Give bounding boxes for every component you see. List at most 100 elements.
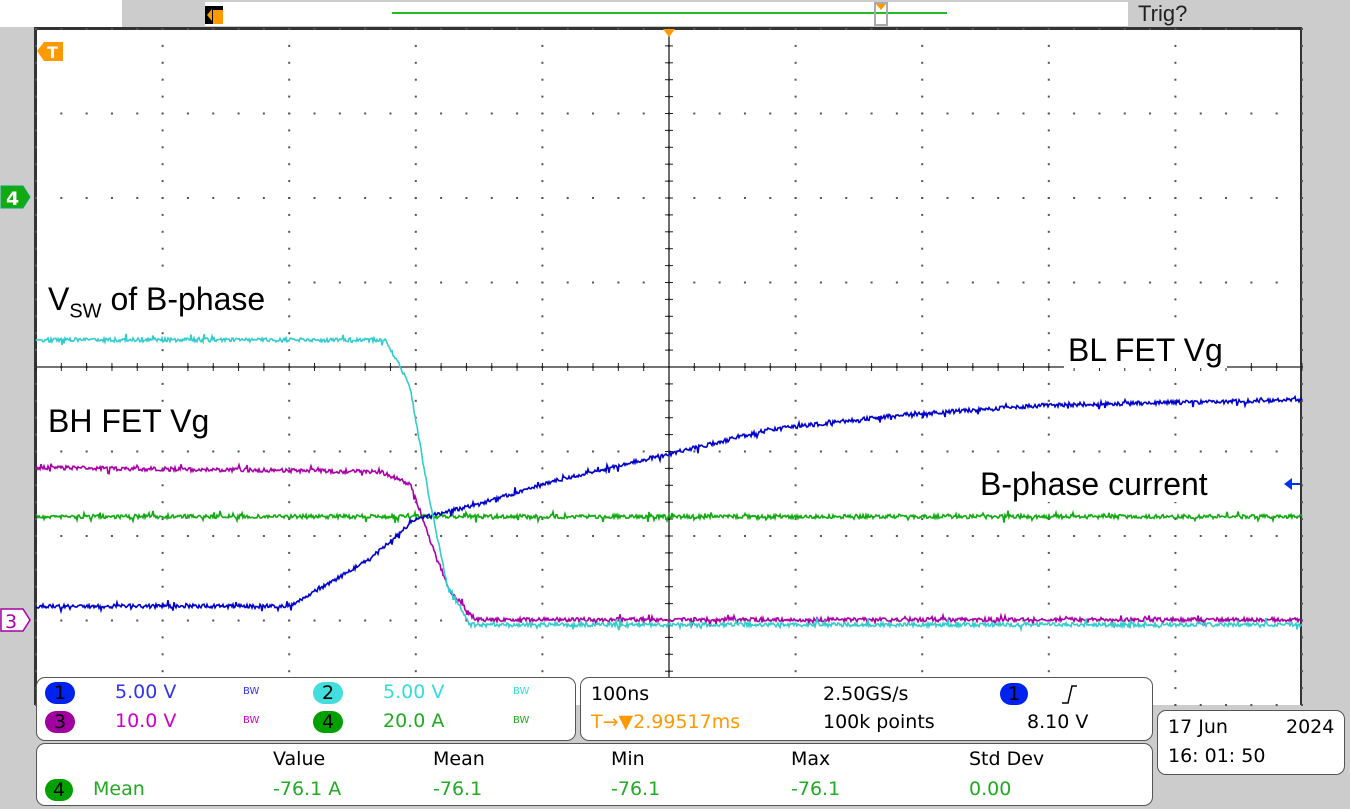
grid-dot [743, 535, 746, 537]
meas-header-std-dev: Std Dev [969, 748, 1045, 770]
grid-dot [414, 551, 417, 554]
grid-dot [1047, 163, 1050, 166]
grid-dot [1225, 704, 1228, 706]
grid-dot [617, 112, 620, 115]
grid-dot [1301, 551, 1303, 554]
trigger-delay[interactable]: T→▼2.99517ms [591, 711, 741, 733]
grid-dot [364, 619, 367, 622]
grid-dot [186, 28, 189, 30]
grid-dot [414, 197, 417, 199]
channel-3-badge[interactable]: 3 [45, 711, 75, 733]
grid-dot [921, 315, 924, 318]
channel-2-badge[interactable]: 2 [313, 682, 343, 704]
grid-dot [60, 535, 63, 537]
grid-dot [161, 535, 164, 537]
timebase-panel[interactable]: 100ns T→▼2.99517ms 2.50GS/s 100k points … [580, 677, 1153, 741]
trigger-level[interactable]: 8.10 V [1027, 711, 1089, 733]
grid-dot [389, 450, 392, 453]
grid-dot [161, 382, 164, 385]
grid-dot [1047, 213, 1050, 216]
grid-dot [414, 180, 417, 183]
view-window-bracket [874, 2, 888, 26]
grid-dot [364, 535, 367, 537]
grid-dot [414, 315, 417, 318]
grid-dot [262, 450, 265, 453]
grid-dot [1047, 180, 1050, 183]
channel-3-scale[interactable]: 10.0 V [115, 710, 177, 732]
grid-dot [288, 298, 291, 301]
grid-dot [1149, 28, 1152, 30]
sample-rate: 2.50GS/s [823, 683, 909, 705]
channel-4-badge[interactable]: 4 [313, 711, 343, 733]
channel-2-scale[interactable]: 5.00 V [383, 681, 445, 703]
grid-dot [338, 281, 341, 284]
grid-dot [414, 501, 417, 504]
grid-dot [60, 28, 63, 30]
grid-dot [1301, 602, 1303, 605]
grid-dot [288, 670, 291, 673]
grid-dot [971, 197, 974, 199]
grid-dot [35, 129, 37, 132]
grid-dot [566, 281, 569, 284]
grid-dot [1174, 230, 1177, 233]
grid-dot [921, 332, 924, 335]
grid-dot [1301, 467, 1303, 470]
grid-dot [769, 112, 772, 115]
time-per-div[interactable]: 100ns [591, 683, 650, 705]
grid-dot [1047, 61, 1050, 64]
grid-dot [845, 112, 848, 115]
grid-dot [1301, 585, 1303, 588]
grid-dot [1174, 585, 1177, 588]
grid-dot [1073, 197, 1076, 199]
grid-dot [718, 197, 721, 199]
channel-4-ground-marker-icon [0, 185, 31, 209]
channel-4-ground-label: 4 [6, 188, 19, 210]
channel-settings-panel: 1 5.00 V BW 2 5.00 V BW 3 10.0 V BW 4 20… [36, 677, 576, 741]
grid-dot [1301, 518, 1303, 521]
trace-channel-4 [35, 508, 1303, 525]
grid-dot [794, 568, 797, 571]
grid-dot [161, 450, 164, 453]
grid-dot [35, 61, 37, 64]
grid-dot [592, 197, 595, 199]
annotation-bh-fet-vg: BH FET Vg [44, 403, 214, 439]
grid-dot [161, 332, 164, 335]
channel-1-badge[interactable]: 1 [45, 682, 75, 704]
grid-dot [161, 28, 164, 30]
grid-dot [1275, 535, 1278, 537]
grid-dot [1047, 44, 1050, 47]
grid-dot [338, 450, 341, 453]
meas-channel-4-badge[interactable]: 4 [45, 779, 73, 801]
channel-4-scale[interactable]: 20.0 A [383, 710, 445, 732]
grid-dot [161, 129, 164, 132]
grid-dot [110, 197, 113, 199]
rising-edge-icon [1062, 685, 1077, 704]
grid-dot [1301, 484, 1303, 487]
grid-dot [262, 28, 265, 30]
grid-dot [592, 28, 595, 30]
meas-header-min: Min [611, 748, 645, 770]
grid-dot [743, 450, 746, 453]
grid-dot [845, 281, 848, 284]
grid-dot [971, 450, 974, 453]
grid-dot [592, 112, 595, 115]
grid-dot [1047, 129, 1050, 132]
grid-dot [1174, 129, 1177, 132]
grid-dot [288, 213, 291, 216]
grid-dot [1047, 670, 1050, 673]
grid-dot [592, 281, 595, 284]
grid-dot [1225, 281, 1228, 284]
grid-dot [85, 450, 88, 453]
grid-dot [389, 535, 392, 537]
grid-dot [1123, 535, 1126, 537]
grid-dot [313, 281, 316, 284]
grid-dot [642, 112, 645, 115]
grid-dot [1225, 197, 1228, 199]
trigger-source-badge[interactable]: 1 [1000, 683, 1028, 705]
grid-dot [1301, 28, 1303, 30]
channel-1-scale[interactable]: 5.00 V [115, 681, 177, 703]
meas-name[interactable]: Mean [93, 778, 145, 800]
record-overview-bar[interactable] [205, 2, 1128, 26]
grid-dot [946, 112, 949, 115]
grid-dot [921, 28, 924, 30]
